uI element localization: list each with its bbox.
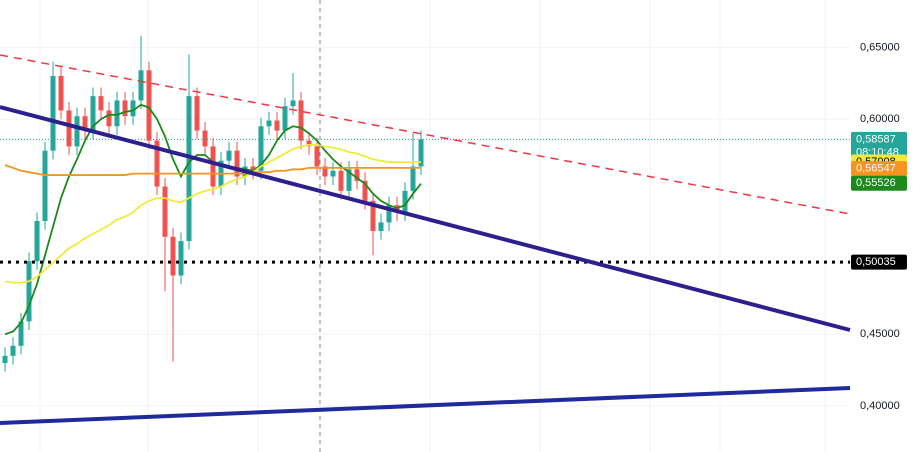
candle-body (26, 261, 32, 322)
candle-body (226, 150, 232, 161)
candle-body (34, 220, 40, 262)
candle-body (18, 321, 24, 346)
price-marker (851, 131, 907, 160)
y-tick-label: 0,60000 (860, 113, 900, 125)
price-axis: 0,400000,450000,600000,650000,5858708:10… (851, 41, 907, 412)
candle-body (330, 170, 336, 177)
candle-body (274, 120, 280, 131)
candle-body (186, 96, 192, 242)
y-tick-label: 0,65000 (860, 41, 900, 53)
candle-body (290, 100, 296, 107)
candle-body (146, 70, 152, 141)
moving-average (4, 144, 421, 284)
candle-body (250, 166, 256, 171)
candle-body (10, 345, 16, 356)
candle-body (362, 180, 368, 201)
candle-body (386, 205, 392, 223)
candle-body (322, 166, 328, 177)
candle-body (66, 110, 72, 147)
candle-body (266, 120, 272, 127)
support-trendline (0, 105, 851, 332)
candle-body (354, 169, 360, 181)
price-marker-label: 0,56547 (856, 163, 896, 175)
plot (0, 35, 850, 372)
candle-body (314, 146, 320, 167)
candle-body (98, 96, 104, 111)
candle-body (162, 186, 168, 237)
candle-body (122, 100, 128, 117)
candle-body (338, 170, 344, 191)
price-marker-label: 0,50035 (856, 256, 896, 268)
candle-body (410, 166, 416, 191)
candle-body (194, 96, 200, 131)
moving-average (4, 164, 421, 176)
candle-body (74, 116, 80, 147)
candle-body (282, 106, 288, 131)
candle-body (154, 140, 160, 187)
candle-body (210, 146, 216, 187)
candle-body (106, 110, 112, 127)
candle-body (170, 236, 176, 276)
candle-body (298, 100, 304, 141)
long-trendline (0, 386, 851, 425)
resistance-trendline (0, 54, 851, 215)
candle-body (258, 126, 264, 171)
candle-body (138, 70, 144, 101)
candle-body (370, 200, 376, 232)
candle-body (402, 190, 408, 213)
candle-body (178, 241, 184, 276)
candle-body (378, 222, 384, 232)
candle-body (234, 150, 240, 177)
candle-body (42, 150, 48, 221)
y-tick-label: 0,40000 (860, 400, 900, 412)
price-marker (851, 175, 907, 191)
candle-body (130, 100, 136, 117)
price-marker (851, 161, 907, 177)
price-marker (851, 254, 907, 270)
candle-body (82, 116, 88, 131)
candle-body (90, 96, 96, 131)
candle-body (50, 76, 56, 151)
candle-body (418, 139, 424, 167)
vertical-grid (39, 0, 826, 452)
candle-body (306, 140, 312, 147)
candle-body (346, 169, 352, 191)
candle-body (58, 76, 64, 111)
y-tick-label: 0,45000 (860, 328, 900, 340)
candle-body (114, 100, 120, 127)
price-marker-label: 0,58587 (856, 133, 896, 145)
price-marker-label: 0,55526 (856, 177, 896, 189)
candle-body (202, 130, 208, 147)
candle-body (2, 355, 8, 364)
